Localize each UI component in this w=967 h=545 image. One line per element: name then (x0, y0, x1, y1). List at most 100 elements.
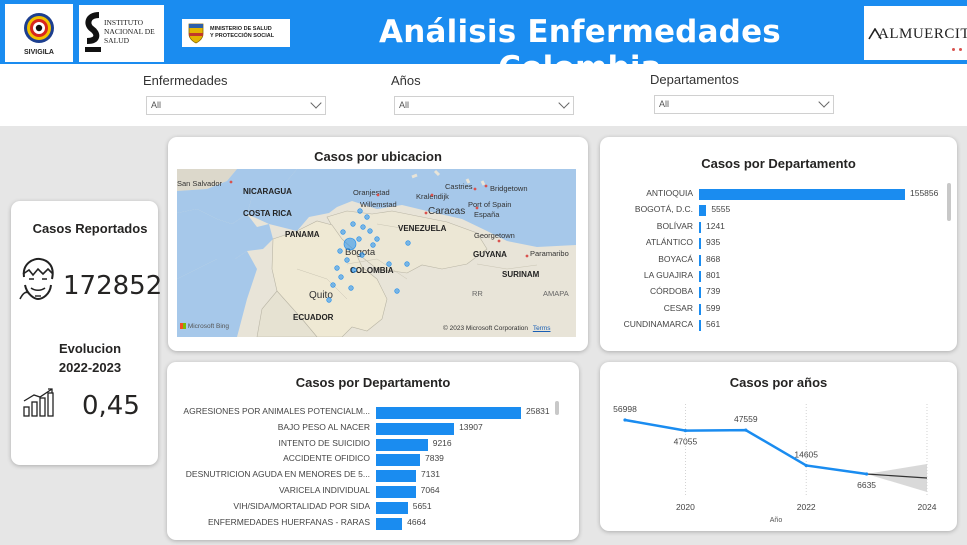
bar-category-label: ANTIOQUIA (646, 188, 693, 198)
bar-category-label: AGRESIONES POR ANIMALES POTENCIALM... (183, 406, 370, 416)
map-label: VENEZUELA (398, 224, 447, 233)
data-point (804, 463, 808, 468)
ins-line-3: Salud (104, 36, 130, 45)
casos-reportados-value: 172852 (63, 271, 163, 301)
header-bar: SIVIGILA Instituto Nacional de Salud MIN… (0, 0, 967, 86)
bar-value-label: 1241 (706, 220, 725, 231)
filter-select-enfermedades[interactable]: All (146, 96, 326, 115)
bar-category-label: ENFERMEDADES HUERFANAS - RARAS (208, 516, 370, 527)
bar[interactable] (376, 438, 428, 451)
map-title: Casos por ubicacion (314, 149, 442, 164)
bar-category-label: DESNUTRICION AGUDA EN MENORES DE 5... (185, 469, 370, 480)
data-label: 47055 (674, 437, 698, 447)
bar-category-label: BAJO PESO AL NACER (277, 421, 370, 432)
year-chart-title: Casos por años (729, 375, 828, 390)
minsalud-line-2: Y PROTECCIÓN SOCIAL (210, 33, 275, 39)
map-label: Castries (445, 182, 473, 191)
evolucion-label-1: Evolucion (58, 341, 122, 356)
bar[interactable] (376, 470, 417, 483)
almuercito-text: ALMUERCITO (878, 26, 967, 42)
dept-scrollbar[interactable] (947, 183, 951, 221)
bar[interactable] (376, 517, 403, 530)
ins-line-2: Nacional de (104, 27, 155, 36)
ins-line-1: Instituto (104, 18, 144, 27)
minsalud-logo: MINISTERIO DE SALUD Y PROTECCIÓN SOCIAL (182, 19, 290, 47)
bar-category-label: ACCIDENTE OFIDICO (283, 453, 370, 464)
bar-value-label: 935 (706, 237, 721, 248)
map-label: ECUADOR (293, 313, 334, 322)
ins-logo: Instituto Nacional de Salud (79, 5, 164, 62)
disease-chart-title: Casos por Departamento (295, 375, 451, 390)
map-label: Quito (309, 290, 333, 301)
bar[interactable] (699, 205, 707, 217)
bar[interactable] (376, 501, 408, 514)
bar[interactable] (699, 189, 905, 200)
filter-select-anos[interactable]: All (394, 96, 574, 115)
map-label: SURINAM (502, 270, 540, 279)
bar-value-label: 13907 (459, 421, 483, 432)
map-copyright: © 2023 Microsoft Corporation Terms (443, 325, 551, 332)
bar-value-label: 155856 (910, 188, 939, 198)
bar[interactable] (699, 254, 701, 266)
bar-category-label: BOGOTÁ, D.C. (634, 204, 693, 215)
bar[interactable] (699, 287, 701, 299)
map-label: Caracas (428, 206, 466, 217)
bar-category-label: VARICELA INDIVIDUAL (278, 485, 370, 495)
bar-category-label: BOLÍVAR (656, 220, 693, 231)
data-point (865, 472, 869, 476)
almuercito-triangle-icon (868, 28, 882, 40)
map-label: GUYANA (473, 250, 507, 259)
disease-scrollbar[interactable] (555, 401, 559, 415)
map-label: Kralendijk (416, 192, 449, 201)
bar[interactable] (699, 221, 701, 233)
bar-value-label: 4664 (407, 516, 427, 527)
bar[interactable] (699, 271, 701, 282)
bar-value-label: 7839 (425, 453, 444, 464)
bar-value-label: 868 (706, 253, 721, 264)
bar[interactable] (376, 422, 455, 435)
map-label: Bridgetown (490, 184, 528, 193)
year-line-chart: 56998 47055 47559 14605 6635 2020 2022 2024 Año (613, 404, 937, 524)
bar-category-label: ATLÁNTICO (645, 237, 693, 248)
data-point (623, 418, 627, 422)
bar-value-label: 5651 (412, 500, 432, 511)
filter-select-departamentos[interactable]: All (654, 95, 834, 114)
copyright-text: © 2023 Microsoft Corporation (443, 325, 528, 332)
bar-value-label: 7064 (420, 485, 440, 495)
bar[interactable] (376, 407, 521, 419)
terms-link[interactable]: Terms (532, 325, 551, 332)
map-label: PANAMA (285, 230, 320, 239)
sivigila-text: SIVIGILA (24, 49, 54, 56)
bing-text: Microsoft Bing (187, 323, 229, 330)
bar[interactable] (376, 454, 420, 467)
year-chart-card: Casos por años 56998 47055 47559 14605 6635 2… (600, 362, 957, 531)
almuercito-dots (952, 48, 964, 51)
bar-value-label: 9216 (432, 437, 452, 448)
bar[interactable] (699, 238, 701, 250)
chevron-down-icon (558, 97, 570, 109)
bar-category-label: CESAR (663, 302, 693, 313)
data-label: 47559 (734, 414, 758, 424)
evolucion-label-2: 2022-2023 (58, 360, 122, 375)
bar[interactable] (699, 303, 701, 315)
data-point (744, 428, 748, 432)
bar-value-label: 801 (706, 270, 721, 280)
filter-value-departamentos: All (659, 99, 670, 109)
map-label: España (474, 210, 500, 219)
bar-value-label: 5555 (711, 204, 731, 215)
minsalud-line-1: MINISTERIO DE SALUD (210, 26, 272, 32)
map-label: Bogota (345, 247, 376, 258)
microsoft-icon (180, 323, 186, 330)
bar-category-label: BOYACÁ (658, 253, 693, 264)
filter-value-enfermedades: All (151, 100, 162, 110)
bar[interactable] (376, 486, 416, 498)
casos-reportados-label: Casos Reportados (32, 221, 148, 236)
sivigila-logo: SIVIGILA (5, 4, 73, 62)
series-line (624, 418, 867, 476)
bar-category-label: INTENTO DE SUICIDIO (278, 437, 370, 448)
colombia-map[interactable]: San Salvador NICARAGUA COSTA RICA PANAMA… (177, 169, 576, 337)
ins-emblem-icon (85, 12, 101, 52)
bar[interactable] (699, 320, 701, 332)
bar-value-label: 599 (706, 302, 721, 313)
x-tick-label: 2022 (797, 502, 816, 512)
